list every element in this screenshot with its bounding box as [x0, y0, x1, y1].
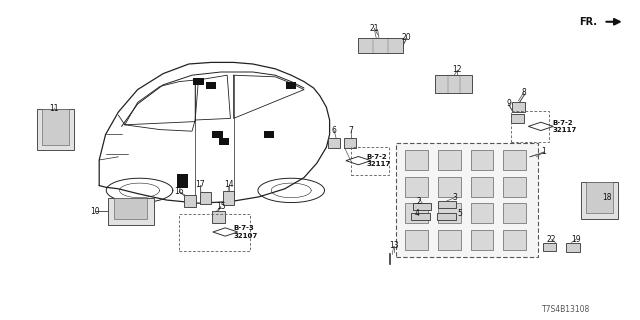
Bar [179, 214, 250, 251]
Bar [405, 177, 428, 197]
Text: 16: 16 [174, 187, 184, 196]
Text: 10: 10 [90, 207, 100, 216]
Text: B-7-3
32107: B-7-3 32107 [234, 225, 258, 239]
Bar [114, 198, 147, 219]
Bar [37, 109, 74, 150]
Text: FR.: FR. [579, 17, 597, 27]
Bar [413, 203, 431, 210]
Bar [200, 192, 211, 204]
Bar [219, 138, 229, 145]
Text: 11: 11 [50, 104, 59, 113]
Bar [435, 75, 472, 93]
Bar [223, 191, 234, 205]
Text: 20: 20 [401, 33, 412, 42]
Text: 7: 7 [348, 126, 353, 135]
Text: B-7-2
32117: B-7-2 32117 [366, 154, 390, 167]
Bar [511, 114, 524, 123]
Text: 2: 2 [417, 197, 422, 206]
Bar [438, 203, 461, 223]
Bar [581, 182, 618, 219]
Bar [437, 213, 456, 220]
Bar [503, 229, 526, 250]
Text: 18: 18 [602, 193, 611, 202]
Text: 6: 6 [332, 126, 337, 135]
Bar [503, 203, 526, 223]
Bar [405, 203, 428, 223]
Bar [177, 181, 188, 188]
Bar [503, 150, 526, 171]
Bar [328, 138, 340, 148]
Bar [438, 229, 461, 250]
Bar [470, 177, 493, 197]
Text: 1: 1 [541, 148, 547, 156]
Text: 15: 15 [216, 202, 226, 211]
Text: 3: 3 [452, 193, 457, 202]
Text: 5: 5 [457, 209, 462, 218]
Bar [396, 143, 538, 257]
Text: T7S4B13108: T7S4B13108 [542, 305, 591, 314]
Bar [566, 243, 580, 252]
Bar [351, 147, 389, 175]
Text: 19: 19 [571, 235, 581, 244]
Bar [206, 82, 216, 89]
Text: 8: 8 [521, 88, 526, 97]
Bar [470, 229, 493, 250]
Bar [470, 150, 493, 171]
Bar [42, 109, 69, 145]
Bar [503, 177, 526, 197]
Text: B-7-2
32117: B-7-2 32117 [552, 120, 577, 133]
Bar [193, 78, 204, 85]
Bar [586, 182, 613, 213]
Bar [177, 174, 188, 181]
Bar [405, 150, 428, 171]
Text: 22: 22 [547, 235, 556, 244]
Text: 4: 4 [415, 209, 420, 218]
Bar [411, 213, 430, 220]
Bar [543, 243, 556, 251]
Bar [438, 201, 456, 208]
Bar [405, 229, 428, 250]
Bar [264, 131, 274, 138]
Bar [438, 150, 461, 171]
Bar [212, 131, 223, 138]
Text: 14: 14 [224, 180, 234, 189]
Bar [108, 198, 154, 225]
Bar [212, 211, 225, 223]
Bar [184, 195, 196, 207]
Bar [512, 102, 525, 112]
Bar [470, 203, 493, 223]
Bar [511, 111, 549, 142]
Text: 12: 12 [452, 65, 461, 74]
Text: 21: 21 [370, 24, 379, 33]
Bar [438, 177, 461, 197]
Bar [344, 138, 356, 148]
Text: 9: 9 [506, 100, 511, 108]
Text: 13: 13 [388, 241, 399, 250]
Bar [286, 82, 296, 89]
Text: 17: 17 [195, 180, 205, 189]
Bar [358, 38, 403, 53]
